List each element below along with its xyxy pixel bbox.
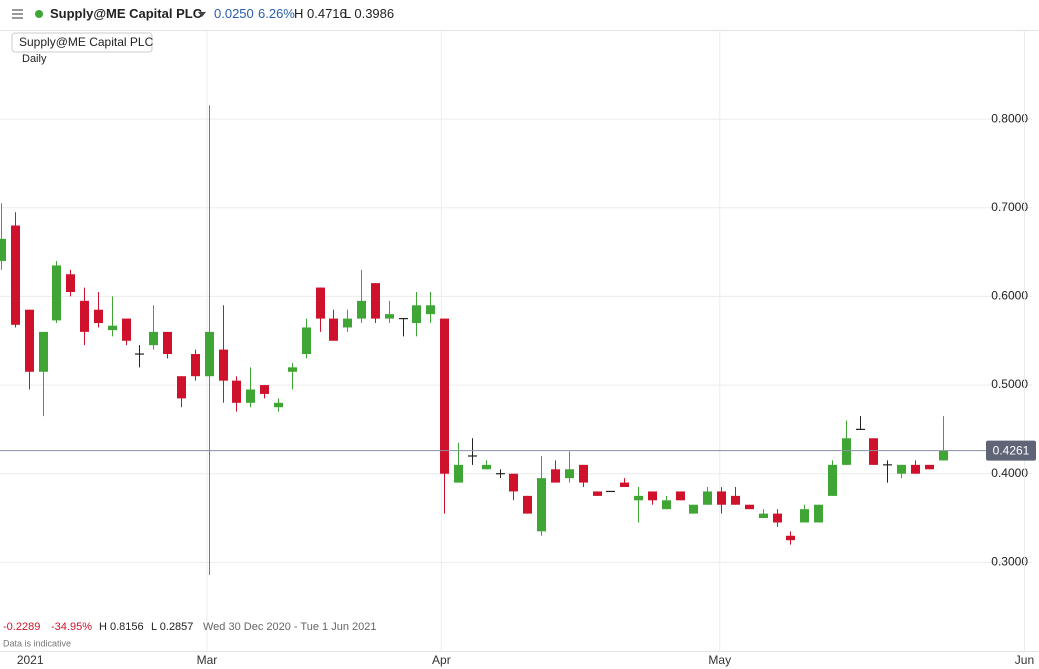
tooltip-box [11, 32, 153, 53]
footer-note: Data is indicative [3, 638, 71, 648]
candle-body [11, 225, 20, 325]
x-tick-label: Apr [432, 653, 451, 667]
header-low: L 0.3986 [344, 6, 394, 21]
candle-body [939, 450, 948, 461]
y-tick-label: 0.4000 [991, 466, 1028, 480]
last-price-label: 0.4261 [993, 443, 1030, 457]
candle-body [25, 309, 34, 372]
header-change: 0.0250 [214, 6, 254, 21]
y-tick-label: 0.3000 [991, 555, 1028, 569]
header-high: H 0.4716 [294, 6, 347, 21]
candle-body [219, 349, 228, 381]
candle-body [94, 309, 103, 324]
candle-body [634, 495, 643, 501]
instrument-name[interactable]: Supply@ME Capital PLC [50, 6, 203, 21]
header-change-pct: 6.26% [258, 6, 295, 21]
footer-range: Wed 30 Dec 2020 - Tue 1 Jun 2021 [203, 621, 376, 633]
candle-body [925, 464, 934, 470]
candle-body [689, 504, 698, 514]
candle-body [814, 504, 823, 523]
candle-body [676, 491, 685, 501]
y-tick-label: 0.8000 [991, 111, 1028, 125]
toolbar [0, 0, 1039, 30]
candle-body [0, 238, 6, 261]
last-price-box [986, 440, 1036, 461]
candle-body [579, 464, 588, 483]
candle-body [662, 500, 671, 510]
candle-body [897, 464, 906, 474]
candle-body [260, 385, 269, 394]
candle-body [551, 469, 560, 483]
candle-body [537, 478, 546, 532]
candle-body [385, 314, 394, 319]
x-tick-label: May [708, 653, 731, 667]
tooltip-name: Supply@ME Capital PLC [19, 35, 154, 49]
candle-body [343, 318, 352, 328]
footer-high: H 0.8156 [99, 621, 144, 633]
candle-body [371, 283, 380, 319]
candle-body [731, 495, 740, 505]
status-dot [35, 10, 43, 18]
footer-change-pct: -34.95% [51, 621, 92, 633]
candle-body [302, 327, 311, 355]
x-tick-label: Jun [1015, 653, 1034, 667]
candle-body [163, 331, 172, 355]
candle-body [440, 318, 449, 474]
y-tick-label: 0.6000 [991, 289, 1028, 303]
candle-body [786, 535, 795, 541]
y-tick-label: 0.5000 [991, 377, 1028, 391]
candle-body [869, 438, 878, 465]
candle-body [593, 491, 602, 496]
candle-body [357, 300, 366, 319]
candle-body [191, 354, 200, 377]
candle-body [66, 274, 75, 292]
candle-body [177, 376, 186, 399]
candle-body [523, 495, 532, 514]
candle-body [482, 464, 491, 470]
candle-body [828, 464, 837, 496]
candle-body [149, 331, 158, 346]
candle-body [454, 464, 463, 483]
candle-body [205, 331, 214, 377]
footer-change: -0.2289 [3, 621, 40, 633]
candle-body [80, 300, 89, 332]
candle-body [52, 265, 61, 321]
candle-body [329, 318, 338, 341]
candle-body [39, 331, 48, 372]
candle-body [246, 389, 255, 403]
y-tick-label: 0.7000 [991, 200, 1028, 214]
candle-body [316, 287, 325, 319]
candle-body [800, 509, 809, 523]
footer-low: L 0.2857 [151, 621, 193, 633]
candle-body [108, 325, 117, 331]
candle-body [648, 491, 657, 501]
candle-body [122, 318, 131, 341]
candle-body [620, 482, 629, 488]
dropdown-arrow[interactable] [198, 12, 206, 17]
candle-body [717, 491, 726, 505]
candle-body [426, 305, 435, 315]
candle-body [509, 473, 518, 492]
candle-body [565, 469, 574, 479]
candle-body [759, 513, 768, 519]
candle-body [773, 513, 782, 523]
candle-body [288, 367, 297, 372]
x-tick-label: Mar [197, 653, 218, 667]
candle-body [412, 305, 421, 324]
x-tick-label: 2021 [17, 653, 44, 667]
candle-body [745, 504, 754, 510]
candle-body [232, 380, 241, 403]
plot-area: 0.3000 0.4000 0.5000 0.6000 0.7000 0.8000 2021… [0, 30, 1036, 667]
candle-body [274, 402, 283, 408]
candle-body [703, 491, 712, 505]
interval-label: Daily [22, 53, 47, 65]
candle-body [842, 438, 851, 465]
menu-icon[interactable] [12, 9, 23, 19]
candle-body [911, 464, 920, 474]
